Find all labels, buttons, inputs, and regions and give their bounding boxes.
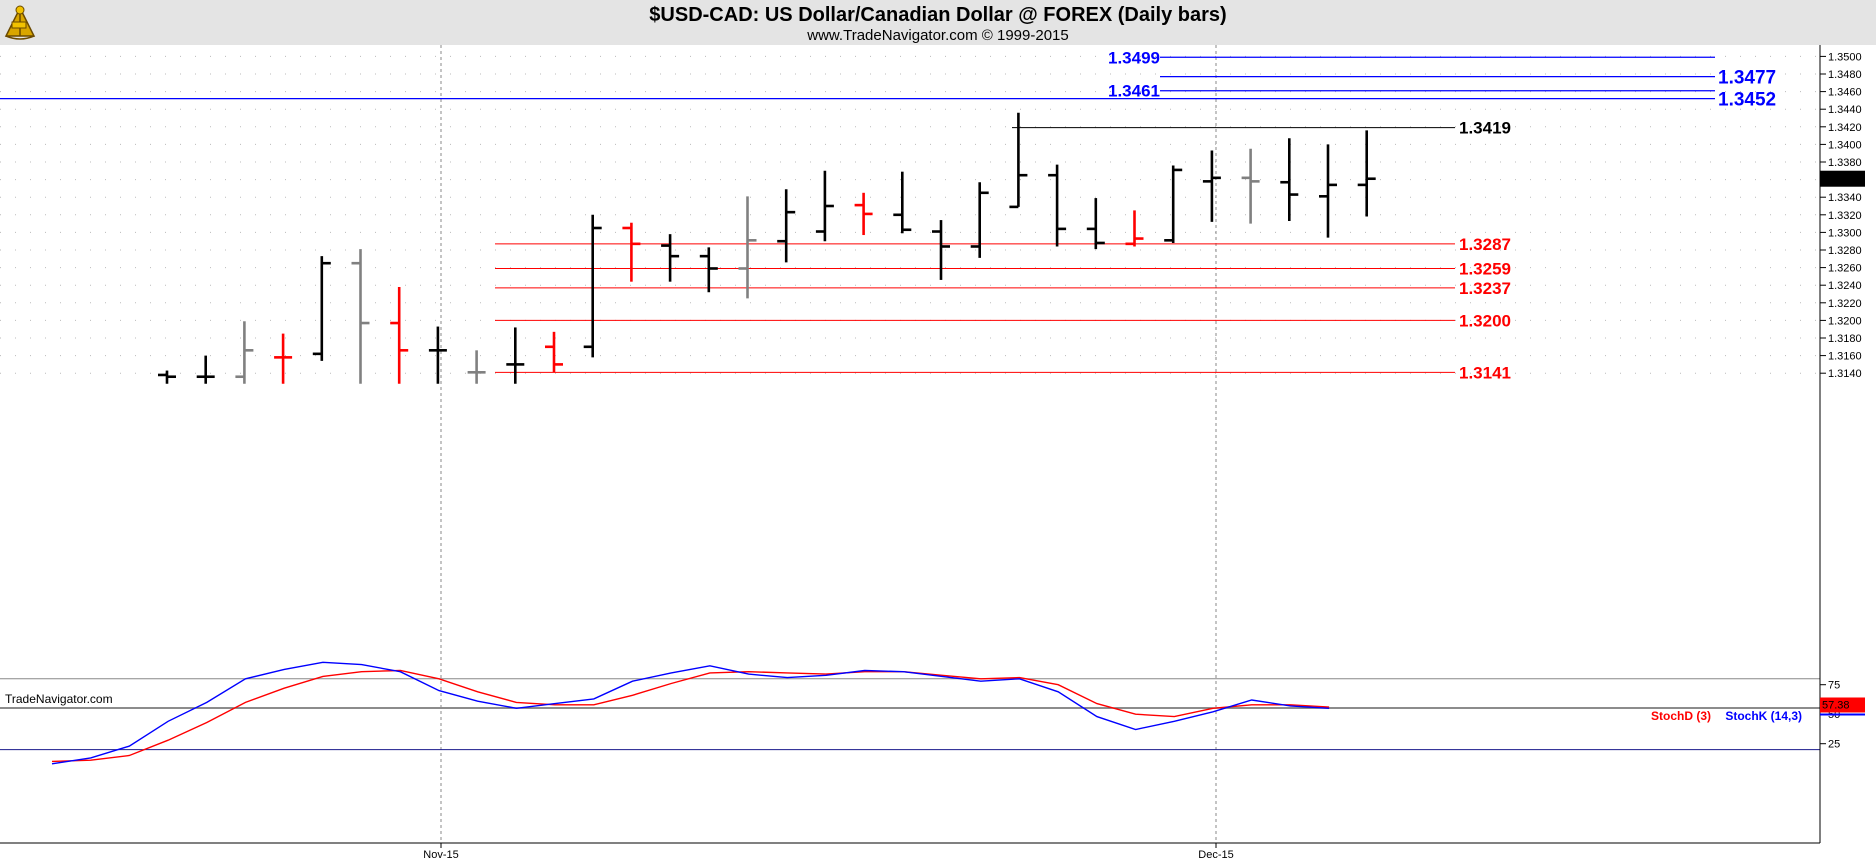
support-label: 1.3237 [1459, 279, 1511, 298]
ohlc-bar [738, 196, 757, 299]
ohlc-bar [622, 222, 641, 282]
price-tick-label: 1.3180 [1828, 333, 1862, 345]
stoch-value-box [1820, 697, 1865, 713]
stoch-d-legend: StochD (3) [1651, 709, 1711, 723]
ohlc-bar [506, 327, 525, 384]
price-tick-label: 1.3420 [1828, 122, 1862, 134]
price-tick-label: 1.3500 [1828, 51, 1862, 63]
ohlc-bar [428, 326, 447, 384]
panel-gap [0, 707, 1820, 711]
ohlc-bar [545, 331, 563, 373]
stoch-k-legend: StochK (14,3) [1725, 709, 1802, 723]
ohlc-bar [1357, 130, 1376, 217]
price-tick-label: 1.3160 [1828, 351, 1862, 363]
ohlc-bar [1125, 210, 1144, 247]
recent-high-label: 1.3419 [1459, 119, 1511, 138]
ohlc-bar [1241, 148, 1260, 224]
ohlc-bar [583, 214, 602, 358]
stoch-d-line [51, 669, 1330, 763]
support-label: 1.3259 [1459, 259, 1511, 278]
ohlc-bar [1319, 144, 1337, 238]
stoch-value-label: 57.38 [1822, 699, 1850, 711]
ohlc-bar [1280, 138, 1299, 221]
gridlines [0, 45, 1820, 843]
ohlc-bar [467, 350, 486, 384]
price-tick-label: 1.3200 [1828, 315, 1862, 327]
price-tick-label: 1.3260 [1828, 263, 1862, 275]
ohlc-bar [932, 220, 950, 280]
stoch-k-line [51, 661, 1330, 765]
date-tick-label: Dec-15 [1198, 849, 1233, 861]
ohlc-bar [235, 321, 254, 384]
ohlc-bar [661, 234, 680, 282]
ohlc-bar [699, 247, 718, 293]
header-band [0, 0, 1876, 45]
resistance-label: 1.3452 [1718, 90, 1776, 111]
stoch-tick-label: 75 [1828, 680, 1840, 692]
support-label: 1.3141 [1459, 363, 1511, 382]
ohlc-bar [274, 333, 293, 384]
price-tick-label: 1.3140 [1828, 368, 1862, 380]
support-label: 1.3287 [1459, 235, 1511, 254]
chart-title: $USD-CAD: US Dollar/Canadian Dollar @ FO… [649, 4, 1226, 26]
ohlc-bar [1009, 112, 1028, 209]
stoch-tick-label: 25 [1828, 739, 1840, 751]
ohlc-bar [893, 171, 912, 234]
sextant-logo-icon [4, 5, 36, 40]
ohlc-bar [854, 192, 873, 236]
price-tick-label: 1.3280 [1828, 245, 1862, 257]
ohlc-bar [158, 370, 176, 384]
watermark: TradeNavigator.com [5, 692, 113, 706]
price-tick-label: 1.3300 [1828, 227, 1862, 239]
last-price-box [1820, 170, 1865, 187]
resistance-label: 1.3499 [1108, 48, 1160, 67]
price-tick-label: 1.3240 [1828, 280, 1862, 292]
ohlc-bar [1048, 164, 1067, 247]
price-tick-label: 1.3460 [1828, 87, 1862, 99]
date-tick-label: Nov-15 [423, 849, 458, 861]
ohlc-bar [970, 182, 989, 258]
price-tick-label: 1.3320 [1828, 210, 1862, 222]
price-tick-label: 1.3440 [1828, 104, 1862, 116]
support-label: 1.3200 [1459, 311, 1511, 330]
price-tick-label: 1.3480 [1828, 69, 1862, 81]
price-tick-label: 1.3400 [1828, 139, 1862, 151]
ohlc-bar [777, 189, 796, 263]
price-tick-label: 1.3380 [1828, 157, 1862, 169]
ohlc-bar [1164, 165, 1183, 243]
ohlc-bar [196, 355, 215, 384]
resistance-label: 1.3461 [1108, 82, 1160, 101]
ohlc-bar [312, 256, 331, 361]
price-tick-label: 1.3340 [1828, 192, 1862, 204]
stochastic-panel [51, 661, 1330, 765]
price-levels: 1.3499 1.3477 1.3461 1.3452 1.3419 1.3287 1.32… [0, 48, 1776, 382]
last-price-label: 1.3361 [1823, 174, 1857, 186]
ohlc-bar [1202, 150, 1221, 222]
chart-subtitle: www.TradeNavigator.com © 1999-2015 [806, 27, 1068, 44]
ohlc-bar [1086, 198, 1105, 250]
price-bars [0, 112, 1820, 711]
ohlc-bar [815, 170, 834, 242]
ohlc-bar [390, 286, 409, 384]
price-axis: 1.3500 1.3480 1.3460 1.3440 1.3420 1.3400 1.33… [0, 45, 1865, 861]
resistance-label: 1.3477 [1718, 68, 1776, 89]
price-tick-label: 1.3220 [1828, 298, 1862, 310]
ohlc-bar [351, 249, 370, 384]
